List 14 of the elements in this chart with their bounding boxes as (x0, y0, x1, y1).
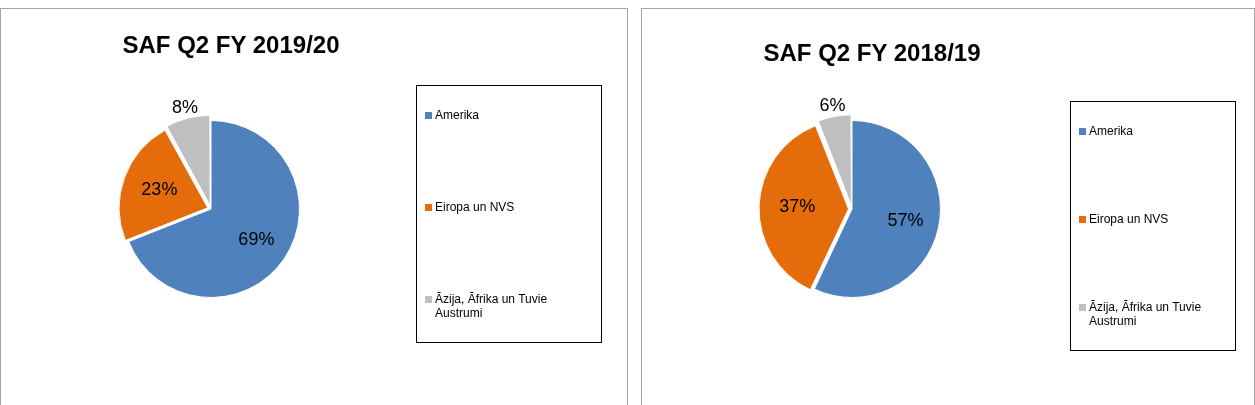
legend-label: Āzija, Āfrika un Tuvie Austrumi (1089, 300, 1203, 328)
data-label: 8% (172, 96, 199, 117)
chart-title: SAF Q2 FY 2018/19 (762, 39, 982, 67)
data-label: 57% (887, 209, 924, 230)
legend-label: Āzija, Āfrika un Tuvie Austrumi (435, 292, 549, 320)
chart-title: SAF Q2 FY 2019/20 (121, 31, 341, 59)
legend-label: Eiropa un NVS (435, 200, 515, 214)
data-label: 69% (238, 228, 275, 249)
legend-label: Amerika (435, 108, 480, 122)
data-label: 6% (819, 95, 846, 116)
legend-label: Amerika (1089, 124, 1134, 138)
legend-label: Eiropa un NVS (1089, 212, 1169, 226)
data-label: 23% (141, 179, 178, 200)
data-label: 37% (779, 196, 816, 217)
